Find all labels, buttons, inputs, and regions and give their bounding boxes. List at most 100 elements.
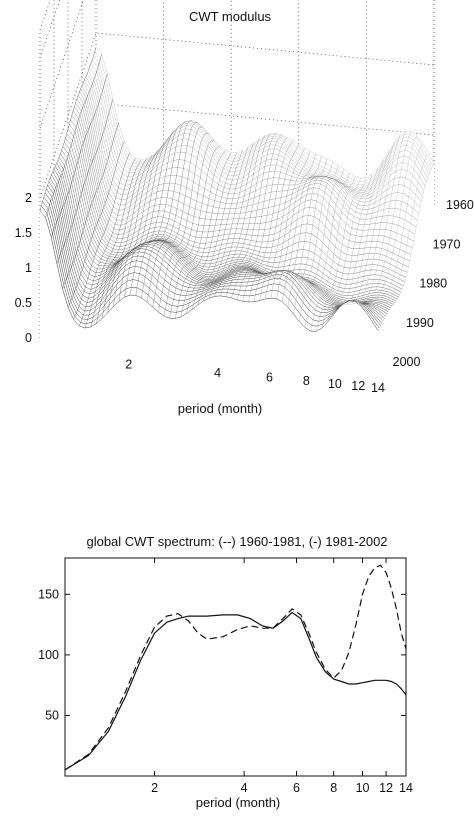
surface-x-tick-label: 14 xyxy=(371,381,385,395)
surface-mesh-line xyxy=(231,137,288,299)
surface-mesh-line xyxy=(51,73,108,238)
x-tick-label: 10 xyxy=(356,781,370,795)
surface-mesh-line xyxy=(101,150,159,319)
surface-x-tick-label: 2 xyxy=(125,357,132,371)
surface-y-tick-label: 1990 xyxy=(406,316,434,330)
y-tick-label: 100 xyxy=(38,648,59,662)
surface-mesh-line xyxy=(112,136,170,307)
surface-x-tick-label: 12 xyxy=(351,379,365,393)
surface-x-tick-label: 8 xyxy=(303,374,310,388)
surface-x-tick-label: 6 xyxy=(266,371,273,385)
surface-title: CWT modulus xyxy=(189,9,272,24)
surface-mesh-line xyxy=(129,121,187,296)
surface-z-tick-label: 1.5 xyxy=(15,226,32,240)
surface-mesh-line xyxy=(203,138,260,302)
surface-x-tick-label: 4 xyxy=(214,366,221,380)
surface-mesh-line xyxy=(253,151,311,302)
surface-mesh-line xyxy=(56,99,114,264)
surface-mesh-line xyxy=(197,143,254,306)
surface-mesh-line xyxy=(259,154,316,301)
surface-mesh-line xyxy=(174,152,232,319)
surface-slice-fill xyxy=(40,210,378,370)
surface-grid xyxy=(39,0,435,338)
surface-mesh-line xyxy=(225,134,283,297)
surface-mesh-line xyxy=(355,131,412,304)
surface-x-axis-label: period (month) xyxy=(178,401,263,416)
x-tick-label: 8 xyxy=(330,781,337,795)
surface-mesh-line xyxy=(293,172,350,315)
surface-ticks: 0 0.5 1 1.5 2 2 4 6 8 10 12 14 1960 1970 1980 1990 2000 xyxy=(15,191,474,395)
surface-mesh-line xyxy=(327,160,384,323)
surface-mesh-line xyxy=(242,144,299,302)
surface-y-tick-label: 2000 xyxy=(393,355,421,369)
surface-mesh-line xyxy=(332,150,390,316)
surface-mesh-line xyxy=(310,177,367,332)
x-tick-label: 2 xyxy=(151,781,158,795)
surface-mesh-line xyxy=(62,123,119,289)
surface-mesh-line xyxy=(270,158,328,299)
surface-z-tick-label: 2 xyxy=(25,191,32,205)
surface-mesh-line xyxy=(73,152,131,320)
surface-mesh-line xyxy=(158,139,215,313)
surface-mesh-line xyxy=(321,168,378,329)
surface-mesh-line xyxy=(248,148,305,303)
line-chart-title: global CWT spectrum: (--) 1960-1981, (-)… xyxy=(86,534,387,549)
surface-mesh-line xyxy=(315,174,373,332)
surface-mesh-line xyxy=(338,141,395,309)
y-tick-label: 50 xyxy=(45,708,59,722)
surface-x-tick-label: 10 xyxy=(328,377,342,391)
surface-mesh-line xyxy=(135,120,192,296)
x-tick-label: 14 xyxy=(399,781,413,795)
series-line-1981-2002 xyxy=(64,611,407,771)
surface-mesh-line xyxy=(79,158,136,327)
surface-mesh-line xyxy=(118,129,176,302)
surface-grid-level xyxy=(39,102,435,269)
surface-mesh-line xyxy=(349,131,407,304)
line-chart-ticks: 2 4 6 8 10 12 14 50 100 150 xyxy=(38,558,413,795)
surface-y-tick-label: 1960 xyxy=(446,198,474,212)
surface-mesh-line xyxy=(191,147,249,310)
surface-mesh-line xyxy=(107,143,164,313)
surface-mesh-line xyxy=(141,122,198,298)
surface-mesh-line xyxy=(208,135,266,299)
line-chart-series xyxy=(64,564,407,771)
x-tick-label: 4 xyxy=(241,781,248,795)
surface-mesh-line xyxy=(186,150,243,314)
cwt-modulus-surface-chart: CWT modulus 0 0.5 1 1.5 2 2 4 6 8 10 12 14 1960 1970 1… xyxy=(15,0,474,416)
surface-mesh-line xyxy=(377,163,435,331)
surface-mesh-line xyxy=(236,140,294,300)
surface-mesh-line xyxy=(84,159,142,329)
plot-frame xyxy=(64,557,407,777)
surface-mesh-line xyxy=(287,168,345,308)
surface-mesh-line xyxy=(180,152,238,317)
surface-mesh-line xyxy=(281,165,339,302)
surface-mesh-line xyxy=(372,152,429,322)
surface-z-tick-label: 0.5 xyxy=(15,296,32,310)
surface-mesh-line xyxy=(96,155,153,324)
surface-mesh-line xyxy=(361,135,418,307)
surface-mesh-line xyxy=(67,141,125,308)
surface-mesh-line xyxy=(366,143,423,314)
surface-mesh-line xyxy=(45,54,102,218)
surface-mesh-line xyxy=(214,133,271,297)
surface-y-tick-label: 1970 xyxy=(433,237,461,251)
surface-grid-level xyxy=(39,32,435,199)
surface-mesh-line xyxy=(39,47,97,211)
y-tick-label: 150 xyxy=(38,587,59,601)
surface-mesh-line xyxy=(220,133,277,296)
surface-mesh-line xyxy=(304,178,362,328)
surface-mesh-line xyxy=(298,176,356,322)
surface-mesh-line xyxy=(124,124,181,298)
surface-mesh-line xyxy=(276,161,333,299)
series-line-1960-1981 xyxy=(64,564,407,771)
surface-mesh-line xyxy=(146,126,204,303)
surface-mesh-line xyxy=(90,158,147,327)
surface-mesh-line xyxy=(152,132,209,308)
surface-mesh-line xyxy=(169,150,226,319)
line-x-axis-label: period (month) xyxy=(196,795,281,810)
x-tick-label: 12 xyxy=(379,781,393,795)
surface-z-tick-label: 1 xyxy=(25,261,32,275)
x-tick-label: 6 xyxy=(293,781,300,795)
surface-mesh xyxy=(39,47,435,370)
surface-mesh-line xyxy=(163,145,221,316)
